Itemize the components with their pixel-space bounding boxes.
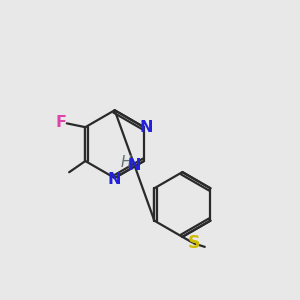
Text: H: H xyxy=(120,155,131,170)
Text: S: S xyxy=(188,234,200,252)
Text: N: N xyxy=(127,158,141,173)
Text: N: N xyxy=(140,120,153,135)
Text: F: F xyxy=(56,115,66,130)
Text: N: N xyxy=(108,172,122,187)
